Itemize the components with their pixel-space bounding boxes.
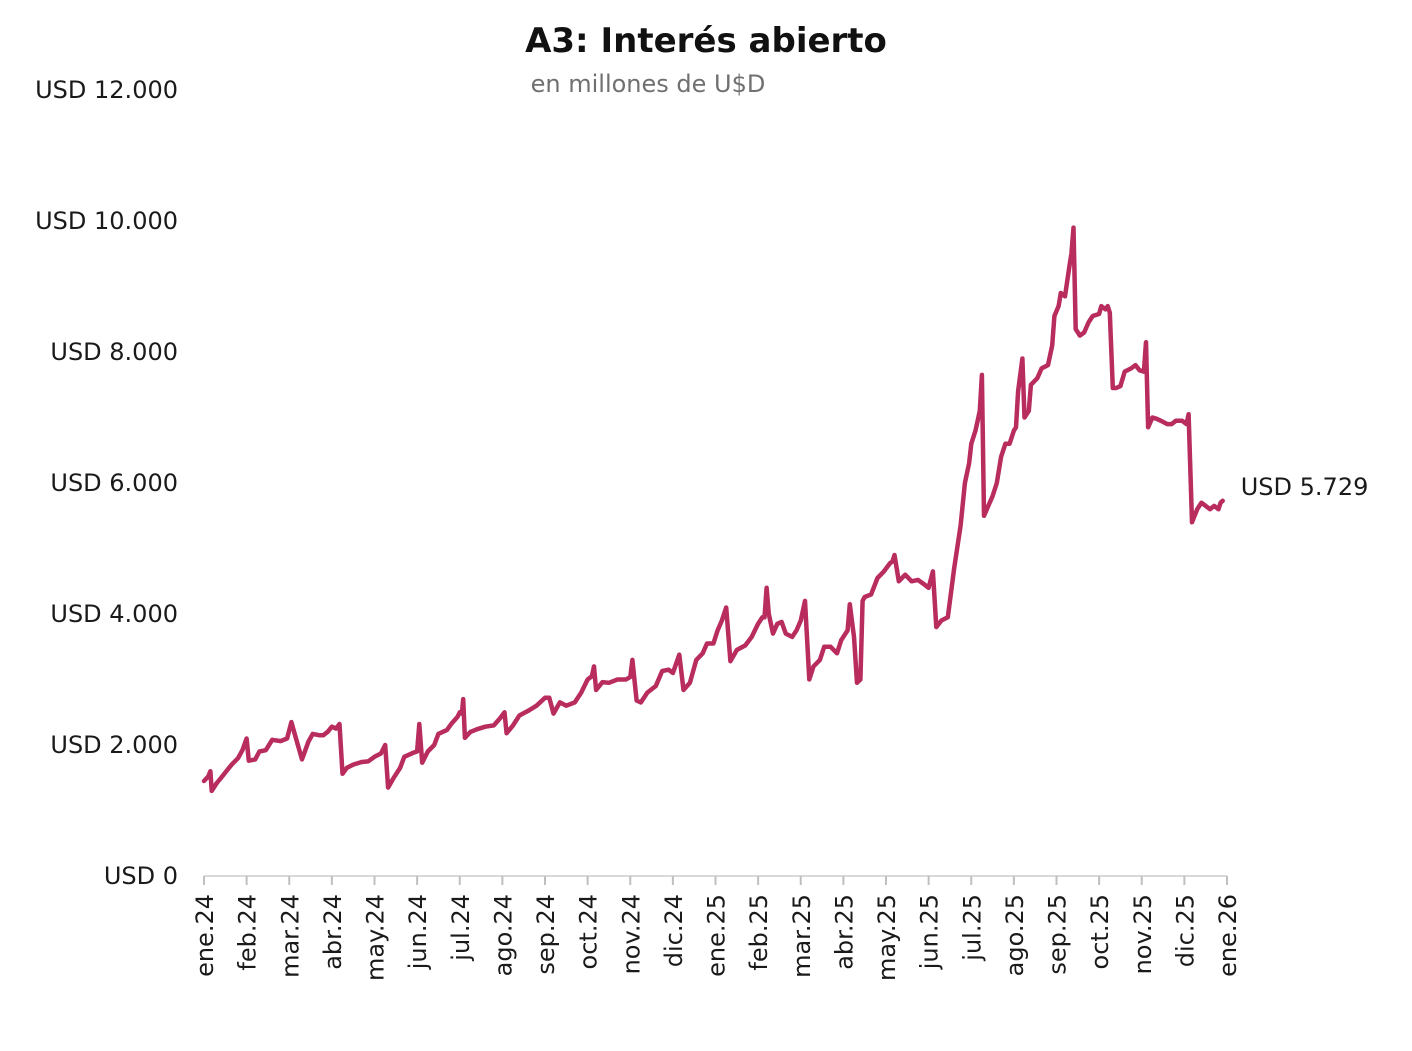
end-value-label: USD 5.729 [1241,473,1369,501]
chart-subtitle: en millones de U$D [531,70,766,98]
x-tick-label: feb.24 [234,894,262,971]
y-axis-ticks: USD 0 USD 2.000 USD 4.000 USD 6.000 USD 8.00… [35,76,178,890]
x-tick-label: ene.26 [1214,894,1242,977]
y-tick-label: USD 6.000 [50,469,178,497]
x-tick-label: mar.25 [788,894,816,978]
x-tick-label: oct.25 [1086,894,1114,969]
x-tick-label: feb.25 [745,894,773,971]
x-tick-label: jul.25 [958,894,986,962]
y-tick-label: USD 0 [104,862,178,890]
x-tick-label: ene.25 [703,894,731,977]
chart-title: A3: Interés abierto [525,21,887,61]
x-tick-label: mar.24 [276,894,304,978]
x-tick-label: jul.24 [447,894,475,962]
x-tick-label: sep.24 [532,894,560,975]
y-tick-label: USD 2.000 [50,731,178,759]
x-tick-label: dic.24 [660,894,688,967]
series-layer [201,225,1225,794]
x-tick-label: nov.25 [1129,894,1157,974]
y-tick-label: USD 8.000 [50,338,178,366]
x-tick-label: ago.24 [489,894,517,976]
x-tick-label: dic.25 [1171,894,1199,967]
x-tick-label: may.24 [362,894,390,981]
x-tick-label: ene.24 [191,894,219,977]
x-tick-label: jun.25 [916,894,944,970]
x-tick-label: abr.25 [830,894,858,970]
x-tick-label: jun.24 [404,894,432,970]
x-tick-label: sep.25 [1044,894,1072,975]
y-tick-label: USD 4.000 [50,600,178,628]
x-axis: ene.24 feb.24 mar.24 abr.24 may.24 jun.24 jul.… [191,875,1242,981]
y-tick-label: USD 10.000 [35,207,178,235]
x-tick-label: abr.24 [319,894,347,970]
x-tick-label: nov.24 [617,894,645,974]
x-tick-label: oct.24 [575,894,603,969]
series-line [201,225,1225,794]
x-tick-label: may.25 [873,894,901,981]
x-tick-label: ago.25 [1001,894,1029,976]
y-tick-label: USD 12.000 [35,76,178,104]
